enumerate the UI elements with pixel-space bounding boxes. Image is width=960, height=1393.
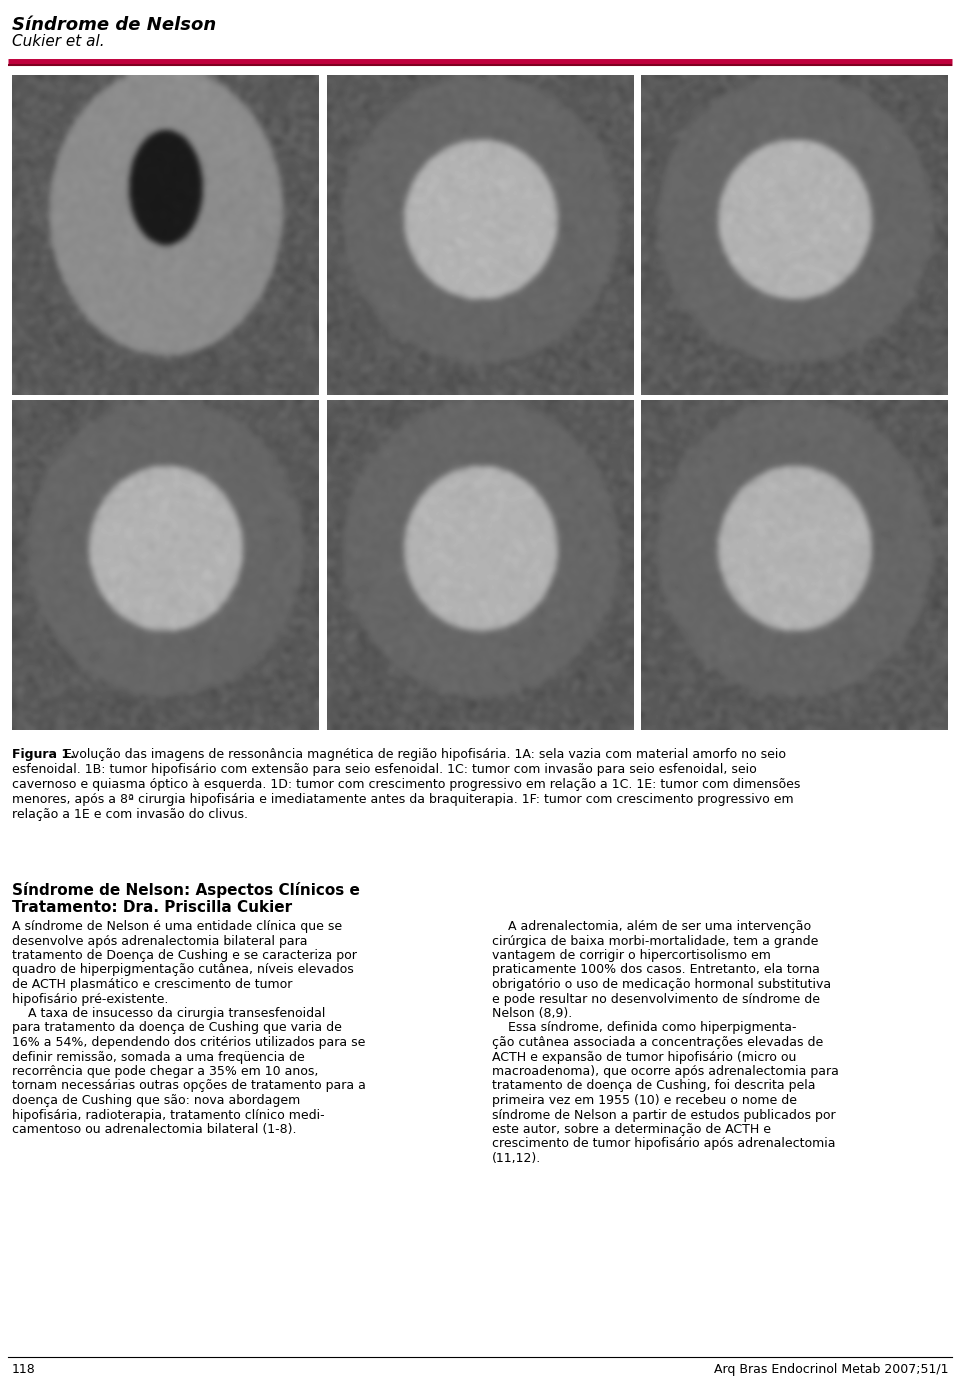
Text: A síndrome de Nelson é uma entidade clínica que se: A síndrome de Nelson é uma entidade clín… <box>12 919 342 933</box>
Text: quadro de hiperpigmentação cutânea, níveis elevados: quadro de hiperpigmentação cutânea, níve… <box>12 964 353 976</box>
Text: 118: 118 <box>12 1362 36 1376</box>
Text: A adrenalectomia, além de ser uma intervenção: A adrenalectomia, além de ser uma interv… <box>492 919 811 933</box>
Text: esfenoidal. 1B: tumor hipofisário com extensão para seio esfenoidal. 1C: tumor c: esfenoidal. 1B: tumor hipofisário com ex… <box>12 763 756 776</box>
Text: Essa síndrome, definida como hiperpigmenta-: Essa síndrome, definida como hiperpigmen… <box>492 1021 797 1035</box>
Text: D: D <box>22 412 39 432</box>
Text: 8m pós-operatório: 8m pós-operatório <box>820 373 942 387</box>
Text: 01/02: 01/02 <box>905 350 942 364</box>
Text: relação a 1E e com invasão do clivus.: relação a 1E e com invasão do clivus. <box>12 808 248 820</box>
Text: ACTH e expansão de tumor hipofisário (micro ou: ACTH e expansão de tumor hipofisário (mi… <box>492 1050 797 1063</box>
Text: 09/05/1998: 09/05/1998 <box>553 373 627 387</box>
Text: menores, após a 8ª cirurgia hipofisária e imediatamente antes da braquiterapia. : menores, após a 8ª cirurgia hipofisária … <box>12 793 794 807</box>
Text: 05/11/2004: 05/11/2004 <box>868 685 942 698</box>
Text: F: F <box>651 412 665 432</box>
Text: definir remissão, somada a uma freqüencia de: definir remissão, somada a uma freqüenci… <box>12 1050 304 1063</box>
Text: camentoso ou adrenalectomia bilateral (1-8).: camentoso ou adrenalectomia bilateral (1… <box>12 1123 297 1137</box>
Text: Set/1994: Set/1994 <box>253 373 313 387</box>
Text: e pode resultar no desenvolvimento de síndrome de: e pode resultar no desenvolvimento de sí… <box>492 992 820 1006</box>
Text: E: E <box>337 412 351 432</box>
Text: ção cutânea associada a concentrações elevadas de: ção cutânea associada a concentrações el… <box>492 1036 824 1049</box>
Text: hipofisário pré-existente.: hipofisário pré-existente. <box>12 992 168 1006</box>
Text: de ACTH plasmático e crescimento de tumor: de ACTH plasmático e crescimento de tumo… <box>12 978 293 990</box>
Text: Cukier et al.: Cukier et al. <box>12 33 105 49</box>
Text: recorrência que pode chegar a 35% em 10 anos,: recorrência que pode chegar a 35% em 10 … <box>12 1066 319 1078</box>
Text: Arq Bras Endocrinol Metab 2007;51/1: Arq Bras Endocrinol Metab 2007;51/1 <box>713 1362 948 1376</box>
Text: vantagem de corrigir o hipercortisolismo em: vantagem de corrigir o hipercortisolismo… <box>492 949 771 963</box>
Text: 14/04/2004: 14/04/2004 <box>239 685 313 698</box>
Text: Síndrome de Nelson: Síndrome de Nelson <box>12 15 216 33</box>
Text: cavernoso e quiasma óptico à esquerda. 1D: tumor com crescimento progressivo em : cavernoso e quiasma óptico à esquerda. 1… <box>12 779 801 791</box>
Text: primeira vez em 1955 (10) e recebeu o nome de: primeira vez em 1955 (10) e recebeu o no… <box>492 1094 797 1107</box>
Text: (11,12).: (11,12). <box>492 1152 541 1165</box>
Text: desenvolve após adrenalectomia bilateral para: desenvolve após adrenalectomia bilateral… <box>12 935 307 947</box>
Text: para tratamento da doença de Cushing que varia de: para tratamento da doença de Cushing que… <box>12 1021 342 1035</box>
Text: síndrome de Nelson a partir de estudos publicados por: síndrome de Nelson a partir de estudos p… <box>492 1109 835 1121</box>
Text: B: B <box>337 86 352 107</box>
Text: tratamento de doença de Cushing, foi descrita pela: tratamento de doença de Cushing, foi des… <box>492 1080 815 1092</box>
Text: A taxa de insucesso da cirurgia transesfenoidal: A taxa de insucesso da cirurgia transesf… <box>12 1007 325 1020</box>
Text: Evolução das imagens de ressonância magnética de região hipofisária. 1A: sela va: Evolução das imagens de ressonância magn… <box>64 748 786 761</box>
Text: obrigatório o uso de medicação hormonal substitutiva: obrigatório o uso de medicação hormonal … <box>492 978 831 990</box>
Text: Tratamento: Dra. Priscilla Cukier: Tratamento: Dra. Priscilla Cukier <box>12 900 292 915</box>
Text: praticamente 100% dos casos. Entretanto, ela torna: praticamente 100% dos casos. Entretanto,… <box>492 964 820 976</box>
Text: Síndrome de Nelson: Aspectos Clínicos e: Síndrome de Nelson: Aspectos Clínicos e <box>12 882 360 898</box>
Text: C: C <box>651 86 666 107</box>
Text: cirúrgica de baixa morbi-mortalidade, tem a grande: cirúrgica de baixa morbi-mortalidade, te… <box>492 935 818 947</box>
Text: A: A <box>22 86 38 107</box>
Text: este autor, sobre a determinação de ACTH e: este autor, sobre a determinação de ACTH… <box>492 1123 771 1137</box>
Text: 5 m PO: 5 m PO <box>895 709 942 722</box>
Text: 18/06/2004: 18/06/2004 <box>554 685 627 698</box>
Text: Nelson (8,9).: Nelson (8,9). <box>492 1007 572 1020</box>
Text: macroadenoma), que ocorre após adrenalectomia para: macroadenoma), que ocorre após adrenalec… <box>492 1066 839 1078</box>
Text: 16% a 54%, dependendo dos critérios utilizados para se: 16% a 54%, dependendo dos critérios util… <box>12 1036 366 1049</box>
Text: tratamento de Doença de Cushing e se caracteriza por: tratamento de Doença de Cushing e se car… <box>12 949 357 963</box>
Text: tornam necessárias outras opções de tratamento para a: tornam necessárias outras opções de trat… <box>12 1080 366 1092</box>
Text: Pré-operatório: Pré-operatório <box>216 709 313 722</box>
Text: Figura 1.: Figura 1. <box>12 748 75 761</box>
Text: crescimento de tumor hipofisário após adrenalectomia: crescimento de tumor hipofisário após ad… <box>492 1138 835 1151</box>
Text: hipofisária, radioterapia, tratamento clínico medi-: hipofisária, radioterapia, tratamento cl… <box>12 1109 324 1121</box>
Text: 3º PO: 3º PO <box>590 709 627 722</box>
Text: doença de Cushing que são: nova abordagem: doença de Cushing que são: nova abordage… <box>12 1094 300 1107</box>
